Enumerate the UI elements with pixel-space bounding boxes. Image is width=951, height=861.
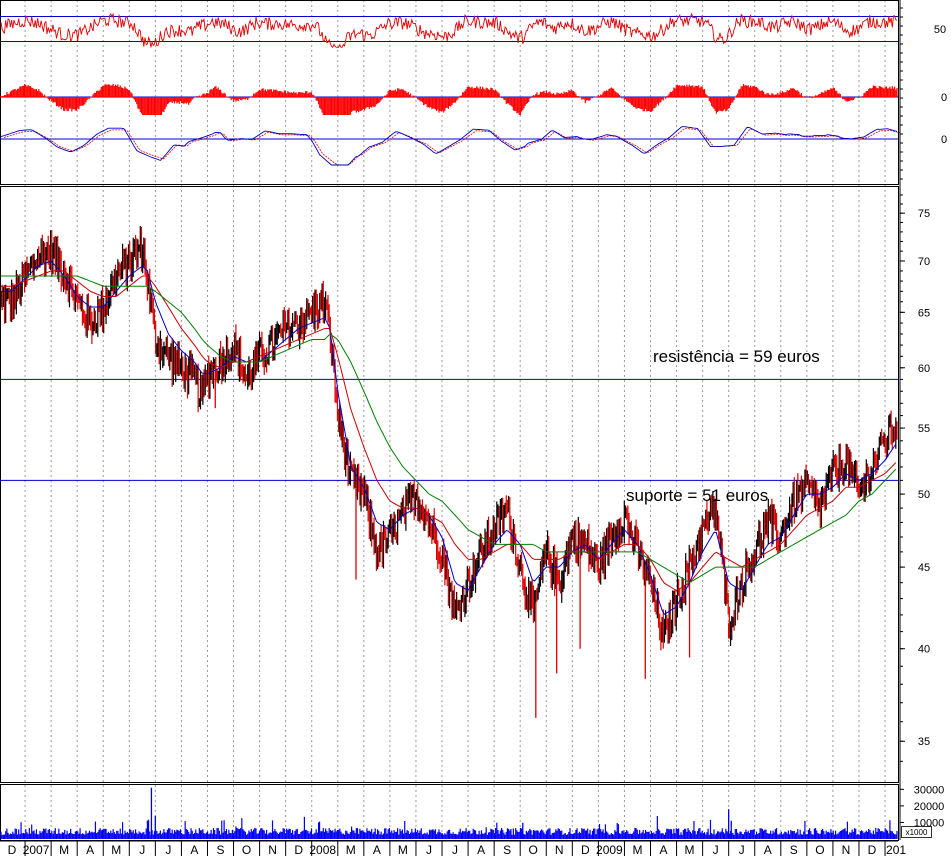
- x-axis-label: N: [842, 843, 851, 856]
- price-tick-label: 45: [918, 562, 930, 574]
- x-axis-label: M: [59, 843, 69, 856]
- grid: [24, 0, 886, 840]
- x-axis-label: A: [764, 843, 772, 856]
- price-tick-label: 60: [918, 363, 930, 375]
- resistance-annotation: resistência = 59 euros: [653, 347, 820, 366]
- x-axis-label: J: [165, 843, 171, 856]
- x-axis-label: D: [581, 843, 590, 856]
- x-axis-label: A: [477, 843, 485, 856]
- histogram-tick-label: 0: [941, 92, 947, 104]
- x-axis-label: D: [868, 843, 877, 856]
- x-axis-label: D: [294, 843, 303, 856]
- moving-average-medium: [1, 270, 897, 591]
- x-axis-label: M: [632, 843, 642, 856]
- price-tick-label: 50: [918, 489, 930, 501]
- volume-unit-box: [901, 826, 932, 838]
- price-tick-label: 55: [918, 423, 930, 435]
- volume-panel: [0, 787, 898, 839]
- moving-average-short: [1, 260, 897, 615]
- moving-average-long: [1, 275, 897, 583]
- panel-frame: [0, 186, 899, 783]
- x-axis-label: M: [346, 843, 356, 856]
- x-axis-label: J: [452, 843, 458, 856]
- price-tick-label: 40: [918, 644, 930, 656]
- oscillator-panel: [0, 126, 901, 166]
- panel-frame: [0, 0, 899, 185]
- oscillator-signal-line: [3, 128, 901, 166]
- histogram-panel: [0, 83, 898, 115]
- x-axis-label: N: [268, 843, 277, 856]
- x-axis-label: S: [216, 843, 224, 856]
- price-tick-label: 35: [918, 736, 930, 748]
- x-axis-label: 201: [886, 843, 906, 856]
- volume-tick-label: 30000: [914, 784, 945, 796]
- rsi-line: [0, 12, 898, 49]
- volume-tick-label: 20000: [914, 801, 945, 813]
- x-axis-label: S: [790, 843, 798, 856]
- x-axis-label: D: [8, 843, 17, 856]
- rsi-tick-label: 50: [934, 24, 946, 36]
- volume-unit-label: x1000: [906, 828, 928, 837]
- x-axis-label: 2008: [309, 843, 336, 856]
- x-axis-label: A: [659, 843, 667, 856]
- x-axis-label: M: [685, 843, 695, 856]
- x-axis-label: A: [373, 843, 381, 856]
- x-axis-label: 2007: [23, 843, 50, 856]
- support-annotation: suporte = 51 euros: [626, 486, 768, 505]
- rsi-panel: [0, 12, 898, 49]
- price-panel: [0, 226, 898, 718]
- x-axis-label: M: [398, 843, 408, 856]
- price-bars: [0, 226, 898, 718]
- price-tick-label: 65: [918, 307, 930, 319]
- x-axis-label: A: [86, 843, 94, 856]
- oscillator-tick-label: 0: [941, 134, 947, 146]
- x-axis-label: A: [190, 843, 198, 856]
- x-axis-label: S: [503, 843, 511, 856]
- x-axis-label: 2009: [596, 843, 623, 856]
- x-axis-label: O: [815, 843, 824, 856]
- panel-frames: [0, 0, 899, 841]
- x-axis-label: O: [242, 843, 251, 856]
- x-axis-label: J: [139, 843, 145, 856]
- x-axis-label: J: [739, 843, 745, 856]
- price-tick-label: 70: [918, 256, 930, 268]
- price-tick-label: 75: [918, 208, 930, 220]
- x-axis-label: J: [713, 843, 719, 856]
- x-axis-label: J: [426, 843, 432, 856]
- x-axis-label: O: [529, 843, 538, 856]
- oscillator-line: [0, 126, 898, 166]
- x-axis-label: N: [555, 843, 564, 856]
- x-axis-label: M: [111, 843, 121, 856]
